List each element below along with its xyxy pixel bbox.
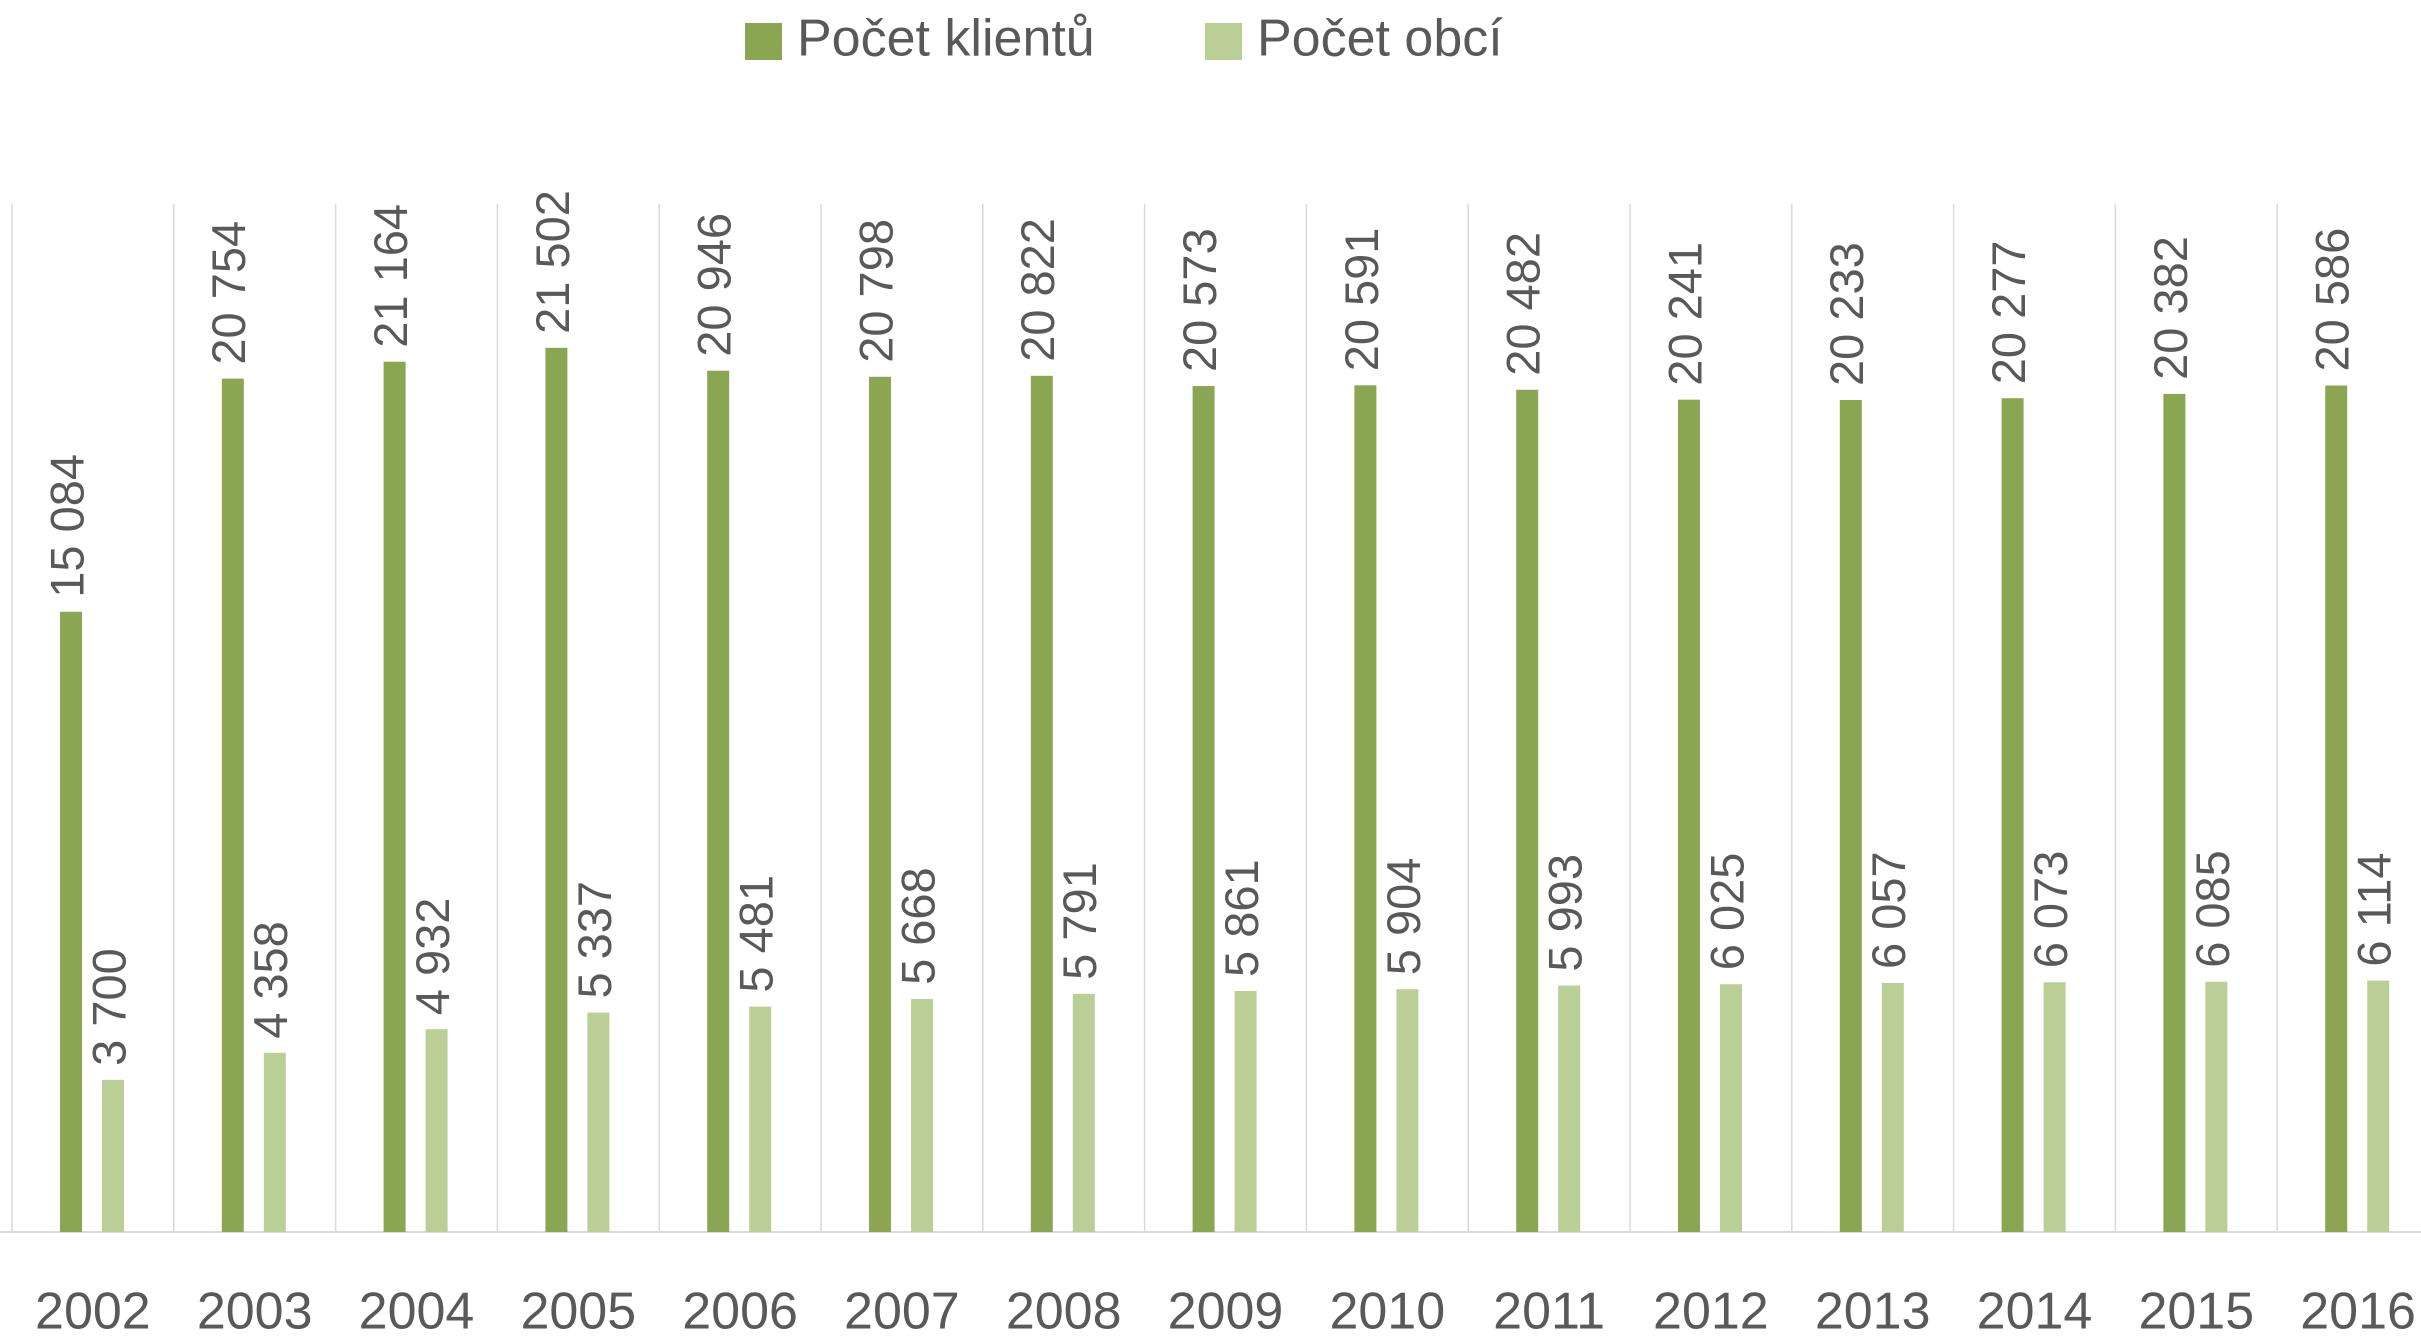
data-label: 6 025 [1700, 853, 1753, 971]
bar [1192, 386, 1215, 1233]
legend-swatch [745, 23, 782, 60]
data-label: 20 277 [1982, 240, 2035, 384]
bar [587, 1012, 610, 1232]
data-label: 6 114 [2348, 852, 2401, 966]
x-tick-label: 2003 [197, 1283, 313, 1341]
legend-label: Počet klientů [797, 10, 1095, 68]
x-tick-label: 2007 [844, 1283, 960, 1341]
data-label: 20 822 [1011, 218, 1064, 362]
bar [2325, 385, 2348, 1233]
data-label: 6 057 [1862, 851, 1915, 969]
bar [1516, 389, 1539, 1232]
data-label: 20 482 [1497, 232, 1550, 376]
bar [1030, 375, 1053, 1233]
bar [1678, 399, 1700, 1233]
legend-label: Počet obcí [1257, 10, 1503, 68]
data-label: 5 904 [1377, 858, 1430, 976]
data-label: 5 481 [730, 875, 783, 993]
data-label: 3 700 [82, 948, 135, 1066]
bar [2001, 398, 2024, 1233]
bar [383, 361, 406, 1232]
x-tick-label: 2002 [35, 1283, 151, 1341]
data-label: 4 358 [244, 921, 297, 1039]
bar [2205, 981, 2228, 1232]
bar [1839, 400, 1862, 1232]
bar [221, 378, 244, 1232]
data-label: 6 085 [2186, 850, 2239, 968]
x-tick-label: 2013 [1815, 1283, 1931, 1341]
x-tick-label: 2012 [1653, 1283, 1769, 1341]
bar [425, 1029, 448, 1232]
x-tick-label: 2014 [1977, 1283, 2093, 1341]
bar [2043, 982, 2066, 1232]
bar [869, 376, 891, 1232]
x-tick-label: 2009 [1168, 1283, 1284, 1341]
data-label: 20 241 [1658, 242, 1711, 386]
bar [911, 998, 933, 1232]
bar [263, 1052, 286, 1232]
bar [707, 370, 730, 1233]
bar [1720, 984, 1742, 1232]
data-label: 6 073 [2024, 851, 2077, 969]
data-label: 20 946 [688, 213, 741, 357]
bar [60, 611, 82, 1232]
x-tick-label: 2015 [2138, 1283, 2254, 1341]
bar [2163, 393, 2186, 1232]
x-tick-label: 2010 [1329, 1283, 1445, 1341]
data-label: 5 993 [1539, 854, 1592, 972]
legend-swatch [1205, 23, 1242, 60]
x-tick-label: 2011 [1493, 1283, 1605, 1341]
data-label: 4 932 [406, 898, 459, 1016]
bar [545, 347, 568, 1232]
x-tick-label: 2004 [359, 1283, 475, 1341]
data-label: 20 233 [1820, 242, 1873, 386]
x-tick-label: 2006 [682, 1283, 798, 1341]
bar [1234, 990, 1257, 1232]
bar [1396, 989, 1419, 1232]
data-label: 5 861 [1215, 859, 1268, 977]
bar [749, 1006, 772, 1232]
bar [1881, 982, 1904, 1232]
data-label: 21 164 [364, 204, 417, 348]
data-label: 20 754 [202, 221, 255, 365]
data-label: 5 791 [1053, 862, 1106, 980]
x-tick-label: 2005 [520, 1283, 636, 1341]
data-label: 20 573 [1173, 228, 1226, 372]
data-label: 20 798 [849, 219, 902, 363]
data-label: 5 337 [568, 881, 621, 999]
x-tick-label: 2008 [1006, 1283, 1122, 1341]
bar [1558, 985, 1581, 1232]
bar [2367, 980, 2390, 1232]
data-label: 20 591 [1335, 228, 1388, 372]
bar [1072, 993, 1095, 1232]
bar [102, 1079, 124, 1232]
bar [1354, 385, 1377, 1232]
data-label: 21 502 [526, 190, 579, 334]
x-tick-label: 2016 [2300, 1283, 2416, 1341]
data-label: 5 668 [891, 867, 944, 985]
data-label: 15 084 [40, 454, 93, 598]
data-label: 20 382 [2144, 236, 2197, 380]
data-label: 20 586 [2306, 228, 2359, 372]
